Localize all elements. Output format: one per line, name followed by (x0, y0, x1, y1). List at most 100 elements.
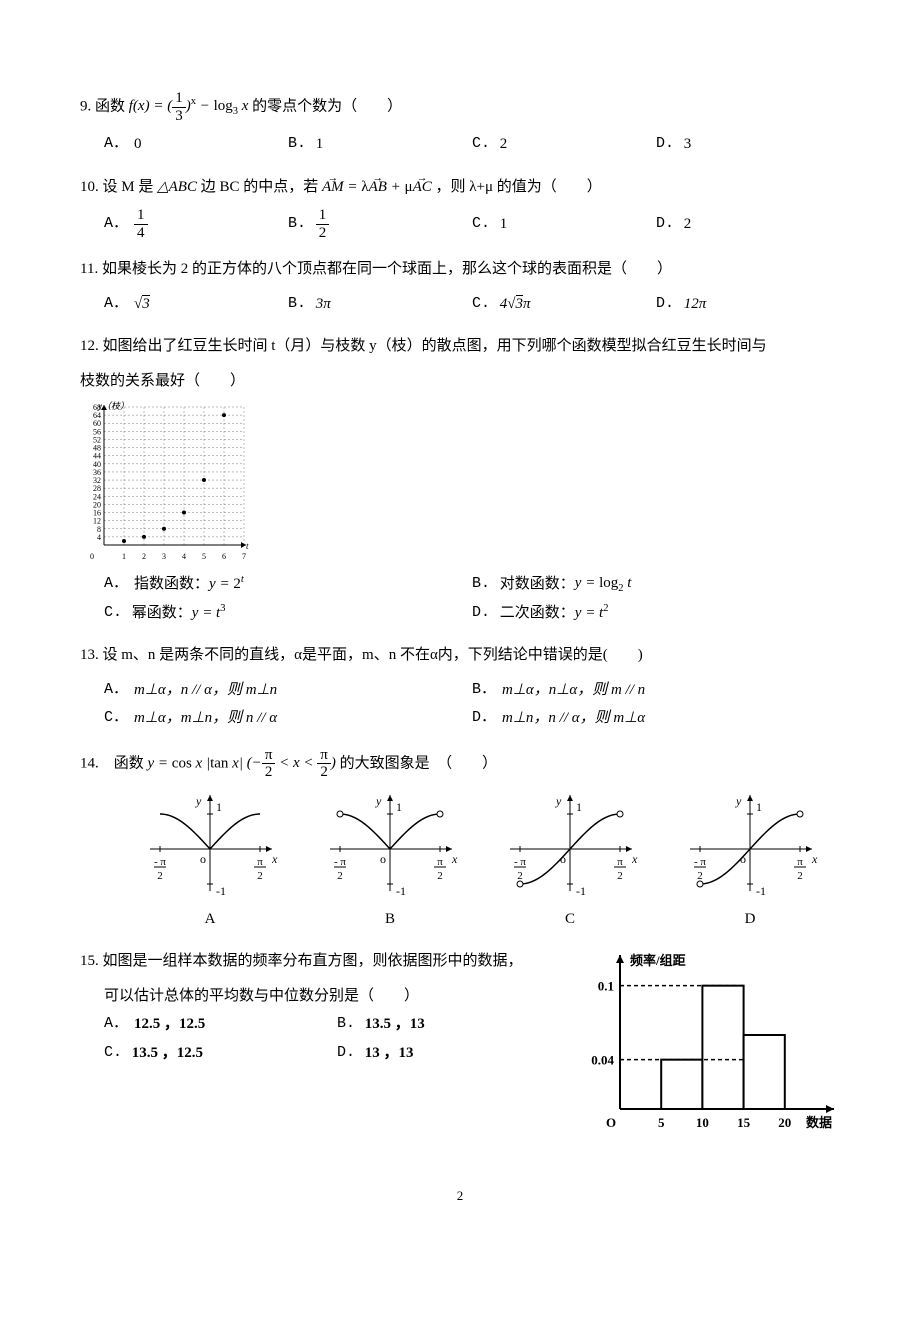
q9-opt-a: A．0 (104, 130, 288, 159)
q15-opt-b: B. 13.5 ，13 (337, 1010, 570, 1039)
q10-options: A．14 B. 12 C. 1 D. 2 (80, 207, 840, 241)
svg-text:2: 2 (697, 870, 703, 882)
svg-text:- π: - π (514, 856, 526, 868)
q13-opt-b: B．m⊥α，n⊥α，则 m // n (472, 676, 840, 705)
svg-text:40: 40 (93, 460, 101, 469)
question-15: 15. 如图是一组样本数据的频率分布直方图，则依据图形中的数据， 可以估计总体的… (80, 947, 840, 1148)
svg-text:x: x (811, 852, 818, 866)
q9-opt-b: B. 1 (288, 130, 472, 159)
svg-text:o: o (380, 852, 386, 866)
svg-text:x: x (631, 852, 638, 866)
q10-opt-d: D. 2 (656, 207, 840, 241)
q15-opt-d: D. 13 ，13 (337, 1039, 570, 1068)
q14-formula: y = cos x |tan x| (148, 755, 243, 771)
q11-opt-d: D. 12π (656, 290, 840, 319)
svg-text:-1: -1 (396, 884, 406, 898)
q12-opt-c: C. 幂函数： y = t3 (104, 599, 472, 628)
q13-opt-a: A．m⊥α，n // α，则 m⊥n (104, 676, 472, 705)
q11-stem: 11. 如果棱长为 2 的正方体的八个顶点都在同一个球面上，那么这个球的表面积是… (80, 255, 840, 284)
question-10: 10. 设 M 是 △ABC 边 BC 的中点，若 AM = λAB + μAC… (80, 173, 840, 242)
q12-stem1: 12. 如图给出了红豆生长时间 t（月）与枝数 y（枝）的散点图，用下列哪个函数… (80, 332, 840, 361)
svg-text:3: 3 (162, 552, 166, 561)
svg-text:y: y (195, 794, 202, 808)
q14-label-b: B (320, 905, 460, 934)
q14-label-a: A (140, 905, 280, 934)
svg-text:1: 1 (576, 800, 582, 814)
svg-text:- π: - π (694, 856, 706, 868)
svg-text:24: 24 (93, 492, 101, 501)
q11-opt-b: B. 3π (288, 290, 472, 319)
svg-text:t（月）: t（月） (246, 541, 250, 551)
svg-text:π: π (617, 856, 623, 868)
svg-text:o: o (200, 852, 206, 866)
svg-text:2: 2 (257, 870, 263, 882)
svg-text:32: 32 (93, 476, 101, 485)
q9-suffix: 的零点个数为（ ） (252, 98, 402, 114)
q10-triangle: △ABC (157, 179, 197, 195)
svg-text:π: π (437, 856, 443, 868)
q12-options: A．指数函数： y = 2t B. 对数函数： y = log2 t C. 幂函… (80, 569, 840, 627)
svg-text:36: 36 (93, 468, 101, 477)
q10-opt-c: C. 1 (472, 207, 656, 241)
q11-options: A．√3 B. 3π C. 4√3π D. 12π (80, 290, 840, 319)
svg-text:16: 16 (93, 509, 101, 518)
q12-stem2: 枝数的关系最好（ ） (80, 367, 840, 396)
svg-text:20: 20 (93, 500, 101, 509)
q10-opt-a: A．14 (104, 207, 288, 241)
q14-graphs: 1-1- π2π2oxyA 1-1- π2π2oxyB 1-1- π2π2oxy… (120, 789, 840, 934)
q13-options: A．m⊥α，n // α，则 m⊥n B．m⊥α，n⊥α，则 m // n C．… (80, 676, 840, 733)
svg-text:48: 48 (93, 444, 101, 453)
question-11: 11. 如果棱长为 2 的正方体的八个顶点都在同一个球面上，那么这个球的表面积是… (80, 255, 840, 318)
svg-text:10: 10 (696, 1115, 709, 1130)
svg-text:64: 64 (93, 411, 101, 420)
svg-text:x: x (271, 852, 278, 866)
q14-graph-c: 1-1- π2π2oxyC (500, 789, 640, 934)
q10-eqn: AM = λAB + μAC (322, 179, 432, 195)
svg-text:-1: -1 (216, 884, 226, 898)
q12-opt-b: B. 对数函数： y = log2 t (472, 569, 840, 599)
svg-text:2: 2 (142, 552, 146, 561)
svg-text:O: O (606, 1115, 616, 1130)
svg-text:60: 60 (93, 419, 101, 428)
q13-opt-c: C．m⊥α，m⊥n，则 n // α (104, 704, 472, 733)
q14-suffix: 的大致图象是 （ ） (340, 755, 498, 771)
q14-label-d: D (680, 905, 820, 934)
q9-stem: 9. 函数 f(x) = (13)x − log3 x 的零点个数为（ ） (80, 90, 840, 124)
q15-opt-a: A．12.5 ，12.5 (104, 1010, 337, 1039)
svg-text:2: 2 (437, 870, 443, 882)
q10-prefix: 10. 设 M 是 (80, 179, 157, 195)
svg-text:2: 2 (617, 870, 623, 882)
svg-text:2: 2 (157, 870, 163, 882)
svg-text:- π: - π (334, 856, 346, 868)
q11-opt-a: A．√3 (104, 290, 288, 319)
q14-graph-a: 1 -1 - π 2 π 2 o x y A (140, 789, 280, 934)
svg-text:20: 20 (778, 1115, 791, 1130)
svg-text:π: π (257, 856, 263, 868)
svg-text:56: 56 (93, 427, 101, 436)
question-12: 12. 如图给出了红豆生长时间 t（月）与枝数 y（枝）的散点图，用下列哪个函数… (80, 332, 840, 627)
svg-text:-1: -1 (756, 884, 766, 898)
svg-text:1: 1 (396, 800, 402, 814)
q15-histogram: 0.040.15101520O频率/组距数据 (570, 947, 840, 1148)
q12-opt-d: D. 二次函数： y = t2 (472, 599, 840, 628)
svg-text:2: 2 (797, 870, 803, 882)
question-14: 14. 函数 y = cos x |tan x| (−π2 < x < π2) … (80, 747, 840, 934)
svg-text:0: 0 (90, 552, 94, 561)
q14-graph-b: 1-1- π2π2oxyB (320, 789, 460, 934)
svg-text:1: 1 (216, 800, 222, 814)
q12-scatter-chart: 4812162024283236404448525660646812345670… (80, 401, 250, 561)
question-9: 9. 函数 f(x) = (13)x − log3 x 的零点个数为（ ） A．… (80, 90, 840, 159)
svg-text:1: 1 (122, 552, 126, 561)
svg-text:0.04: 0.04 (591, 1053, 614, 1068)
svg-text:频率/组距: 频率/组距 (630, 953, 686, 968)
svg-text:-1: -1 (576, 884, 586, 898)
q15-opt-c: C. 13.5 ，12.5 (104, 1039, 337, 1068)
svg-text:2: 2 (337, 870, 343, 882)
svg-text:5: 5 (658, 1115, 665, 1130)
svg-text:5: 5 (202, 552, 206, 561)
svg-text:- π: - π (154, 856, 166, 868)
svg-text:4: 4 (97, 533, 101, 542)
q9-prefix: 9. 函数 (80, 98, 129, 114)
svg-text:44: 44 (93, 452, 101, 461)
q10-stem: 10. 设 M 是 △ABC 边 BC 的中点，若 AM = λAB + μAC… (80, 173, 840, 202)
